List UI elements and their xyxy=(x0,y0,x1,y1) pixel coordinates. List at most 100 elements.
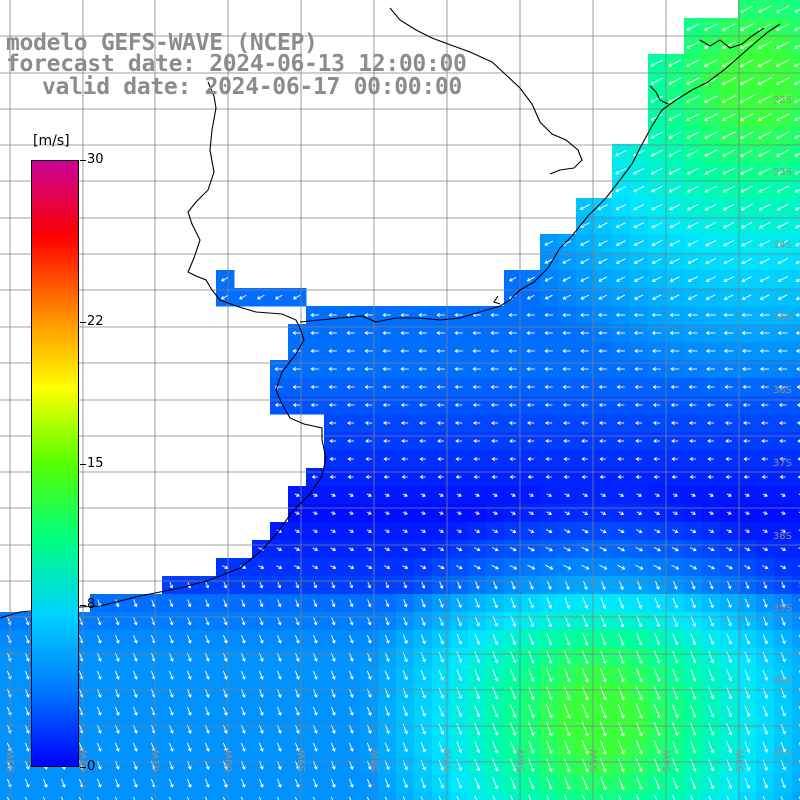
wind-arrow-head xyxy=(707,439,711,443)
wind-arrow xyxy=(618,776,624,790)
wind-arrow xyxy=(615,149,627,157)
wind-arrow xyxy=(618,650,624,664)
wind-arrow xyxy=(402,616,408,626)
wind-speed-cell xyxy=(270,792,289,800)
wind-speed-cell xyxy=(234,792,253,800)
latitude-label: 40S xyxy=(773,676,792,687)
wind-arrow-head xyxy=(349,730,354,734)
wind-arrow-head xyxy=(404,784,408,789)
wind-arrow-head xyxy=(761,457,765,461)
wind-arrow xyxy=(580,294,590,300)
wind-arrow-head xyxy=(440,547,445,551)
wind-arrow-head xyxy=(686,153,691,157)
wind-arrow-head xyxy=(656,732,661,737)
wind-arrow xyxy=(635,740,643,754)
wind-arrow-head xyxy=(313,676,318,680)
wind-arrow xyxy=(259,617,263,625)
wind-arrow-head xyxy=(686,45,690,49)
wind-arrow xyxy=(796,297,800,300)
longitude-label: 60W xyxy=(224,749,235,772)
wind-arrow-head xyxy=(669,260,674,265)
wind-arrow xyxy=(722,149,736,157)
wind-arrow-head xyxy=(686,99,690,103)
wind-arrow-head xyxy=(638,493,643,497)
wind-arrow-head xyxy=(668,99,673,103)
wind-arrow-head xyxy=(673,586,678,590)
wind-arrow-head xyxy=(674,511,679,515)
wind-arrow-head xyxy=(440,640,444,645)
wind-arrow-head xyxy=(563,439,567,443)
wind-arrow-head xyxy=(650,99,655,103)
wind-arrow xyxy=(794,9,800,13)
wind-arrow xyxy=(651,185,663,193)
wind-arrow-head xyxy=(494,677,499,682)
wind-arrow-head xyxy=(133,766,138,770)
wind-arrow-head xyxy=(346,331,350,335)
wind-arrow-head xyxy=(705,278,710,283)
wind-arrow xyxy=(744,651,750,663)
wind-arrow-head xyxy=(205,603,210,608)
wind-arrow xyxy=(672,615,678,627)
wind-arrow-head xyxy=(602,660,607,665)
wind-arrow xyxy=(294,706,300,716)
wind-arrow xyxy=(706,294,716,300)
wind-arrow-head xyxy=(656,623,661,628)
wind-arrow-head xyxy=(476,622,480,627)
wind-arrow-head xyxy=(205,584,210,589)
wind-arrow-head xyxy=(566,623,571,628)
wind-arrow-head xyxy=(670,421,675,425)
wind-arrow-head xyxy=(633,224,638,229)
wind-arrow xyxy=(491,547,499,551)
wind-arrow-head xyxy=(349,784,354,788)
wind-arrow-head xyxy=(585,750,589,755)
wind-arrow xyxy=(132,778,138,788)
wind-arrow-head xyxy=(617,457,621,461)
wind-arrow-head xyxy=(723,242,727,247)
wind-arrow xyxy=(762,669,768,681)
wind-arrow-head xyxy=(527,457,531,461)
wind-arrow-head xyxy=(97,712,102,716)
wind-arrow xyxy=(564,597,570,609)
wind-arrow-head xyxy=(775,27,780,31)
wind-arrow-head xyxy=(757,99,762,104)
wind-arrow-head xyxy=(241,784,246,788)
wind-arrow xyxy=(42,778,48,788)
wind-arrow-head xyxy=(241,694,246,698)
wind-arrow-head xyxy=(686,63,690,67)
wind-arrow-head xyxy=(584,768,589,773)
wind-arrow-head xyxy=(656,511,661,515)
wind-arrow xyxy=(758,5,772,13)
wind-arrow xyxy=(633,167,645,175)
wind-arrow-head xyxy=(743,439,747,443)
wind-arrow xyxy=(205,581,209,589)
wind-arrow xyxy=(672,740,678,754)
wind-arrow xyxy=(780,670,786,680)
wind-arrow xyxy=(741,258,753,264)
wind-arrow-head xyxy=(721,117,726,122)
wind-arrow-head xyxy=(328,421,333,425)
wind-arrow xyxy=(456,547,462,551)
wind-arrow xyxy=(636,632,642,646)
wind-arrow-head xyxy=(508,277,513,282)
wind-arrow-head xyxy=(781,584,786,589)
wind-arrow-head xyxy=(115,766,120,770)
wind-arrow-head xyxy=(796,385,800,389)
wind-arrow-head xyxy=(97,694,102,698)
wind-arrow xyxy=(650,59,664,67)
wind-arrow-head xyxy=(777,313,781,317)
wind-arrow xyxy=(690,529,696,533)
wind-arrow-head xyxy=(526,313,530,317)
wind-arrow-head xyxy=(759,313,763,317)
wind-arrow xyxy=(473,565,481,569)
wind-arrow-head xyxy=(97,748,102,752)
wind-arrow-head xyxy=(436,367,440,371)
wind-arrow xyxy=(114,742,120,752)
wind-arrow xyxy=(744,723,750,735)
wind-arrow-head xyxy=(545,457,549,461)
wind-arrow-head xyxy=(422,493,426,497)
wind-arrow-head xyxy=(776,153,780,157)
wind-arrow-head xyxy=(476,604,480,609)
wind-arrow-head xyxy=(603,750,607,755)
wind-arrow xyxy=(420,669,426,681)
